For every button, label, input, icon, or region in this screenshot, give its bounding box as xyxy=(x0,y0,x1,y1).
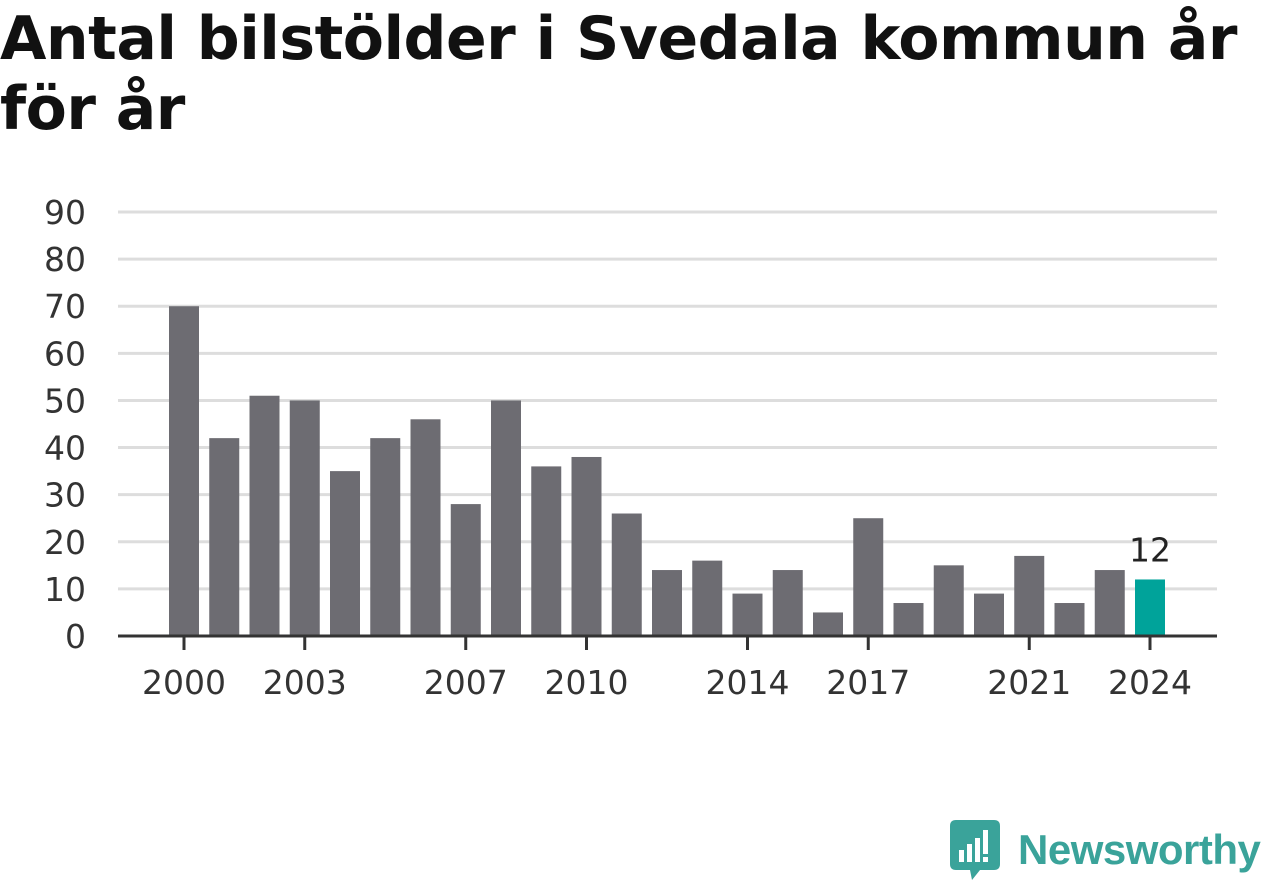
y-tick-label-50: 50 xyxy=(44,381,86,420)
bars xyxy=(169,306,1165,636)
bar-2003 xyxy=(289,400,320,636)
chart-title: Antal bilstölder i Svedala kommun år för… xyxy=(0,4,1237,144)
x-tick-label-2003: 2003 xyxy=(263,663,347,702)
bar-2005 xyxy=(370,438,401,636)
x-tick-label-2014: 2014 xyxy=(706,663,790,702)
newsworthy-logo: Newsworthy xyxy=(950,818,1261,882)
y-tick-label-80: 80 xyxy=(44,240,86,279)
bar-2021 xyxy=(1014,555,1045,636)
bar-2015 xyxy=(772,570,803,636)
x-tick-label-2010: 2010 xyxy=(545,663,629,702)
bar-2004 xyxy=(330,471,360,636)
bar-2011 xyxy=(611,513,642,636)
bar-2019 xyxy=(933,565,964,636)
bar-2012 xyxy=(652,570,682,636)
bar-2008 xyxy=(491,400,521,636)
bar-2018 xyxy=(893,603,924,636)
bar-2010 xyxy=(571,456,602,636)
bar-2006 xyxy=(410,419,441,636)
brand-name: Newsworthy xyxy=(1018,826,1261,873)
bar-2001 xyxy=(209,438,240,636)
y-tick-label-10: 10 xyxy=(44,570,86,609)
bar-2020 xyxy=(974,593,1004,636)
y-tick-label-30: 30 xyxy=(44,476,86,515)
bar-2013 xyxy=(692,560,723,636)
bar-2002 xyxy=(249,395,280,636)
bar-2009 xyxy=(531,466,562,636)
bar-2007 xyxy=(450,504,481,636)
bar-2023 xyxy=(1094,570,1125,636)
bar-2000 xyxy=(169,306,199,636)
bar-2016 xyxy=(813,612,843,636)
y-tick-label-0: 0 xyxy=(65,617,86,656)
y-tick-label-60: 60 xyxy=(44,334,86,373)
bar-2022 xyxy=(1054,603,1085,636)
x-tick-label-2017: 2017 xyxy=(826,663,910,702)
bar-2017 xyxy=(853,518,884,636)
y-tick-label-90: 90 xyxy=(44,193,86,232)
y-tick-label-70: 70 xyxy=(44,287,86,326)
axes: 0 10 20 30 40 50 60 70 80 90 2000 2003 2007 2010 2014 2… xyxy=(44,193,1217,702)
data-label-2024: 12 xyxy=(1129,530,1171,569)
bar-2024 xyxy=(1135,579,1165,636)
x-tick-label-2021: 2021 xyxy=(987,663,1071,702)
bar-2014 xyxy=(732,593,763,636)
labels: 12 xyxy=(1129,530,1171,569)
x-tick-label-2007: 2007 xyxy=(424,663,508,702)
x-tick-label-2024: 2024 xyxy=(1108,663,1192,702)
newsworthy-logo-icon xyxy=(950,820,1000,880)
y-tick-label-20: 20 xyxy=(44,523,86,562)
x-tick-label-2000: 2000 xyxy=(142,663,226,702)
y-tick-label-40: 40 xyxy=(44,429,86,468)
gridlines xyxy=(118,210,1217,591)
